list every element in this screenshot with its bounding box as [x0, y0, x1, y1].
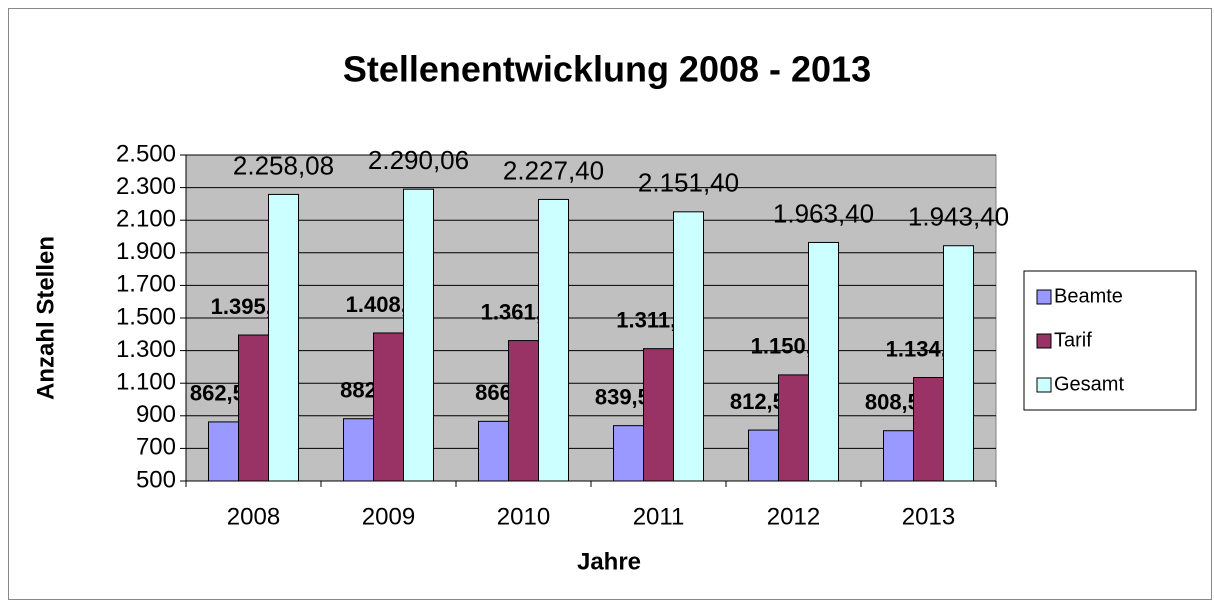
y-tick-label: 1.900 [116, 238, 176, 265]
x-tick-label: 2008 [227, 503, 280, 530]
bar [478, 420, 509, 482]
bar [373, 332, 404, 482]
y-tick-label: 1.500 [116, 303, 176, 330]
bar [238, 334, 269, 482]
value-label: 1.943,40 [908, 202, 1009, 232]
value-label: 1.963,40 [773, 198, 874, 228]
bar [343, 418, 374, 482]
value-label: 2.290,06 [368, 145, 469, 175]
x-tick-label: 2012 [767, 503, 820, 530]
y-tick-label: 1.700 [116, 271, 176, 298]
chart-title: Stellenentwicklung 2008 - 2013 [343, 49, 871, 90]
legend-box [1023, 270, 1197, 411]
bar [673, 211, 704, 482]
x-tick-label: 2011 [633, 503, 685, 530]
bar [943, 245, 974, 482]
bar [748, 429, 779, 482]
bar [613, 425, 644, 482]
y-tick-label: 2.100 [116, 206, 176, 233]
y-tick-label: 700 [136, 434, 176, 461]
y-axis-label: Anzahl Stellen [32, 236, 59, 400]
value-label: 2.151,40 [638, 168, 739, 198]
x-axis-label: Jahre [577, 548, 641, 575]
bar [268, 193, 299, 482]
legend-swatch [1036, 377, 1052, 393]
value-label: 2.258,08 [233, 150, 334, 180]
y-tick-label: 1.100 [116, 369, 176, 396]
bar [208, 421, 239, 482]
value-label: 866 [475, 380, 512, 405]
x-tick-label: 2013 [902, 503, 955, 530]
bar [403, 188, 434, 482]
bar [913, 377, 944, 482]
bar [508, 340, 539, 482]
bar [778, 374, 809, 482]
x-tick-label: 2009 [362, 503, 415, 530]
bar [883, 430, 914, 482]
y-tick-label: 2.500 [116, 140, 176, 167]
legend-swatch [1036, 289, 1052, 305]
bar [643, 348, 674, 482]
legend-label: Beamte [1054, 285, 1123, 307]
value-label: 882 [340, 378, 377, 403]
x-tick-label: 2010 [497, 503, 550, 530]
y-tick-label: 500 [136, 466, 176, 493]
value-label: 2.227,40 [503, 155, 604, 185]
y-tick-label: 900 [136, 401, 176, 428]
y-tick-label: 2.300 [116, 173, 176, 200]
bar [538, 198, 569, 482]
bar [808, 241, 839, 482]
legend-label: Gesamt [1054, 373, 1124, 395]
y-tick-label: 1.300 [116, 336, 176, 363]
legend-label: Tarif [1054, 329, 1092, 351]
legend-swatch [1036, 333, 1052, 349]
